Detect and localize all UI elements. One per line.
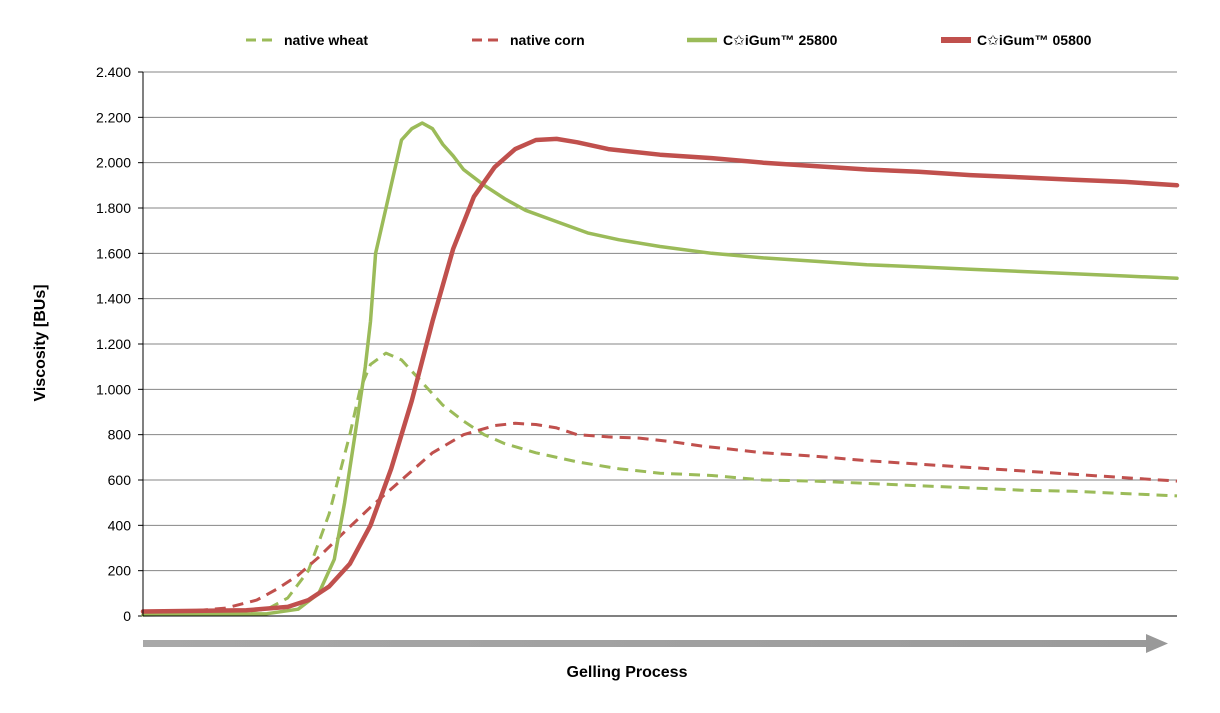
y-tick-label: 1.000 bbox=[96, 381, 131, 397]
y-tick-label: 200 bbox=[108, 563, 132, 579]
series-line-4 bbox=[140, 136, 1180, 614]
series-line-1 bbox=[142, 351, 1178, 617]
series-lines bbox=[140, 121, 1180, 617]
series-line-2 bbox=[142, 421, 1178, 615]
y-tick-label: 800 bbox=[108, 427, 132, 443]
gridlines bbox=[138, 71, 1177, 617]
x-axis-title: Gelling Process bbox=[567, 664, 688, 681]
y-tick-label: 1.600 bbox=[96, 245, 131, 261]
legend-label-1: native wheat bbox=[284, 32, 368, 48]
y-tick-label: 1.800 bbox=[96, 200, 131, 216]
y-tick-label: 2.200 bbox=[96, 109, 131, 125]
legend: native wheat native corn C✩iGum™ 25800 C✩iG… bbox=[246, 32, 1092, 48]
y-tick-label: 0 bbox=[123, 608, 131, 624]
y-tick-label: 2.400 bbox=[96, 64, 131, 80]
y-tick-label: 2.000 bbox=[96, 155, 131, 171]
y-tick-label: 400 bbox=[108, 517, 132, 533]
y-tick-label: 1.400 bbox=[96, 291, 131, 307]
legend-label-2: native corn bbox=[510, 32, 585, 48]
y-tick-labels: 0 200 400 600 800 1.000 1.200 1.400 1.600 1.800 2.… bbox=[96, 64, 131, 624]
y-tick-label: 600 bbox=[108, 472, 132, 488]
gelling-process-arrow bbox=[143, 634, 1168, 653]
y-tick-label: 1.200 bbox=[96, 336, 131, 352]
legend-label-3: C✩iGum™ 25800 bbox=[723, 32, 838, 48]
series-line-3 bbox=[141, 121, 1179, 617]
y-axis-title: Viscosity [BUs] bbox=[32, 284, 49, 401]
legend-label-4: C✩iGum™ 05800 bbox=[977, 32, 1092, 48]
